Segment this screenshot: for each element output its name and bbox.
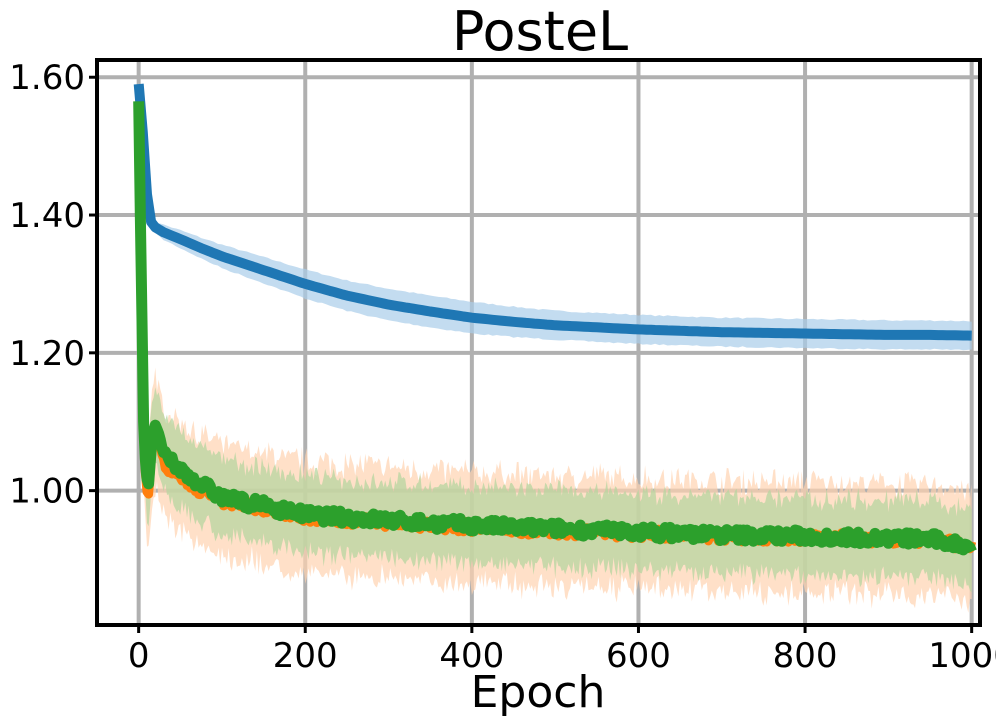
x-tick-label: 1000: [928, 636, 996, 676]
series-line-green: [133, 101, 977, 556]
series-lines: [133, 83, 977, 556]
x-axis-label: Epoch: [471, 667, 606, 718]
y-tick-label: 1.40: [9, 196, 85, 236]
x-tick-label: 800: [773, 636, 838, 676]
y-axis-ticks: 1.00 1.20 1.40 1.60: [9, 58, 97, 512]
plot-frame: [95, 58, 982, 627]
band-orange: [138, 91, 972, 613]
chart-title: PosteL: [452, 0, 628, 63]
series-line-blue: [133, 83, 973, 341]
x-tick-label: 200: [273, 636, 338, 676]
x-tick-label: 600: [606, 636, 671, 676]
band-blue: [138, 80, 972, 351]
y-tick-label: 1.20: [9, 334, 85, 374]
x-tick-label: 400: [439, 636, 504, 676]
y-tick-label: 1.00: [9, 472, 85, 512]
x-axis-ticks: 0 200 400 600 800 1000: [128, 625, 996, 676]
x-tick-label: 0: [128, 636, 150, 676]
y-tick-label: 1.60: [9, 58, 85, 98]
